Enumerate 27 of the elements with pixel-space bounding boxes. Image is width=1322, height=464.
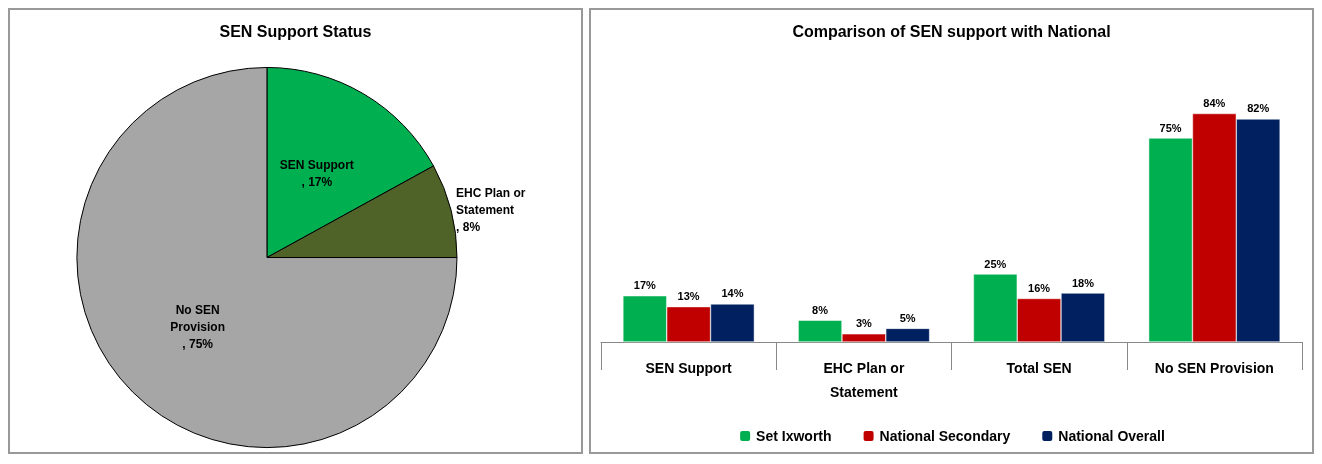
x-tick-label: No SEN Provision (1154, 360, 1274, 376)
chart-title: SEN Support Status (219, 22, 372, 40)
legend-label: Set Ixworth (756, 428, 832, 444)
data-label: 13% (677, 290, 700, 303)
data-label: 3% (855, 317, 873, 330)
x-tick-label: SEN Support (645, 360, 733, 376)
legend-label: National Secondary (879, 428, 1011, 444)
legend-label: National Overall (1058, 428, 1165, 444)
data-label: 25% (984, 257, 1007, 270)
data-label: , 8% (456, 220, 481, 235)
data-label: 82% (1247, 102, 1270, 115)
slice-label: No SEN Provision (170, 302, 225, 334)
x-tick-label: EHC Plan or Statement (823, 360, 905, 400)
data-label: 8% (812, 303, 829, 316)
x-tick-label: Total SEN (1006, 360, 1072, 376)
data-label: , 75% (182, 336, 214, 351)
data-label: 14% (721, 287, 744, 300)
data-label: 84% (1203, 97, 1226, 110)
slice-label: SEN Support (279, 157, 354, 172)
data-label: 5% (899, 311, 916, 324)
chart-title: Comparison of SEN support with National (792, 22, 1111, 40)
data-label: 18% (1071, 276, 1095, 289)
data-label: 75% (1159, 121, 1182, 134)
data-label: 16% (1028, 281, 1051, 294)
data-label: 17% (633, 279, 657, 292)
slice-label: EHC Plan or Statement (456, 186, 526, 218)
data-label: , 17% (301, 174, 333, 189)
